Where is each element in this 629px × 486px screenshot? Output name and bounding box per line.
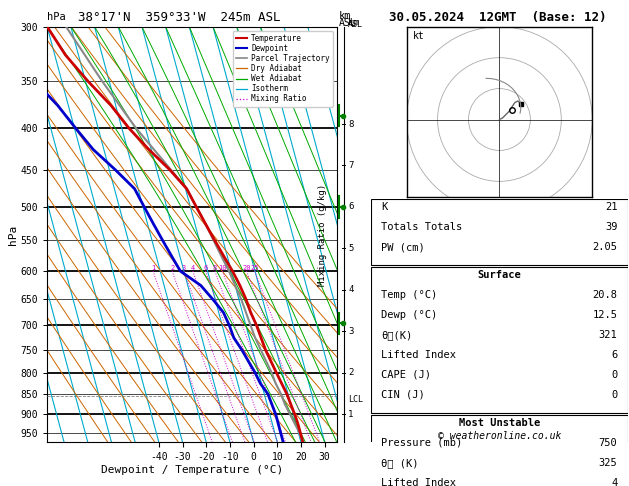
Text: 3: 3 bbox=[348, 327, 353, 336]
Text: 20: 20 bbox=[242, 265, 251, 271]
Text: Mixing Ratio (g/kg): Mixing Ratio (g/kg) bbox=[318, 183, 327, 286]
Text: 750: 750 bbox=[599, 438, 618, 448]
Text: 38°17'N  359°33'W  245m ASL: 38°17'N 359°33'W 245m ASL bbox=[78, 11, 281, 24]
Text: LCL: LCL bbox=[348, 395, 364, 404]
Text: K: K bbox=[381, 202, 387, 212]
Text: km: km bbox=[348, 17, 359, 27]
Text: 25: 25 bbox=[250, 265, 259, 271]
Text: km: km bbox=[338, 11, 351, 21]
Text: CAPE (J): CAPE (J) bbox=[381, 370, 431, 380]
Text: Lifted Index: Lifted Index bbox=[381, 478, 457, 486]
Text: 8: 8 bbox=[213, 265, 217, 271]
Text: 12.5: 12.5 bbox=[593, 310, 618, 320]
Text: θᴇ(K): θᴇ(K) bbox=[381, 330, 413, 340]
Text: kt: kt bbox=[413, 31, 425, 41]
Text: 5: 5 bbox=[348, 244, 353, 253]
Text: 325: 325 bbox=[599, 458, 618, 468]
Text: 1: 1 bbox=[348, 410, 353, 419]
Text: 20.8: 20.8 bbox=[593, 290, 618, 300]
Text: 3: 3 bbox=[182, 265, 186, 271]
Text: Lifted Index: Lifted Index bbox=[381, 350, 457, 360]
Text: © weatheronline.co.uk: © weatheronline.co.uk bbox=[438, 431, 561, 441]
Text: 2: 2 bbox=[170, 265, 174, 271]
Text: 10: 10 bbox=[218, 265, 226, 271]
Text: 321: 321 bbox=[599, 330, 618, 340]
Text: ASL: ASL bbox=[348, 19, 364, 29]
Text: 0: 0 bbox=[611, 370, 618, 380]
Text: Dewp (°C): Dewp (°C) bbox=[381, 310, 438, 320]
Text: 30.05.2024  12GMT  (Base: 12): 30.05.2024 12GMT (Base: 12) bbox=[389, 11, 607, 24]
Text: PW (cm): PW (cm) bbox=[381, 242, 425, 252]
Text: 1: 1 bbox=[151, 265, 155, 271]
Text: 39: 39 bbox=[605, 222, 618, 232]
Text: 21: 21 bbox=[605, 202, 618, 212]
Text: 0: 0 bbox=[611, 390, 618, 400]
Text: Totals Totals: Totals Totals bbox=[381, 222, 462, 232]
Text: Temp (°C): Temp (°C) bbox=[381, 290, 438, 300]
Text: CIN (J): CIN (J) bbox=[381, 390, 425, 400]
Text: 4: 4 bbox=[191, 265, 195, 271]
Text: 4: 4 bbox=[611, 478, 618, 486]
Text: 2.05: 2.05 bbox=[593, 242, 618, 252]
Text: Pressure (mb): Pressure (mb) bbox=[381, 438, 462, 448]
Text: Surface: Surface bbox=[477, 270, 521, 280]
Text: 6: 6 bbox=[348, 203, 353, 211]
Text: 4: 4 bbox=[348, 285, 353, 295]
Y-axis label: hPa: hPa bbox=[8, 225, 18, 244]
X-axis label: Dewpoint / Temperature (°C): Dewpoint / Temperature (°C) bbox=[101, 465, 283, 475]
Text: 2: 2 bbox=[348, 368, 353, 377]
Text: 6: 6 bbox=[203, 265, 208, 271]
Text: 8: 8 bbox=[348, 120, 353, 128]
Text: 7: 7 bbox=[348, 161, 353, 170]
Text: hPa: hPa bbox=[47, 12, 66, 22]
Legend: Temperature, Dewpoint, Parcel Trajectory, Dry Adiabat, Wet Adiabat, Isotherm, Mi: Temperature, Dewpoint, Parcel Trajectory… bbox=[233, 31, 333, 106]
Text: ASL: ASL bbox=[338, 18, 356, 29]
Text: Most Unstable: Most Unstable bbox=[459, 418, 540, 428]
Text: θᴇ (K): θᴇ (K) bbox=[381, 458, 419, 468]
Text: 6: 6 bbox=[611, 350, 618, 360]
